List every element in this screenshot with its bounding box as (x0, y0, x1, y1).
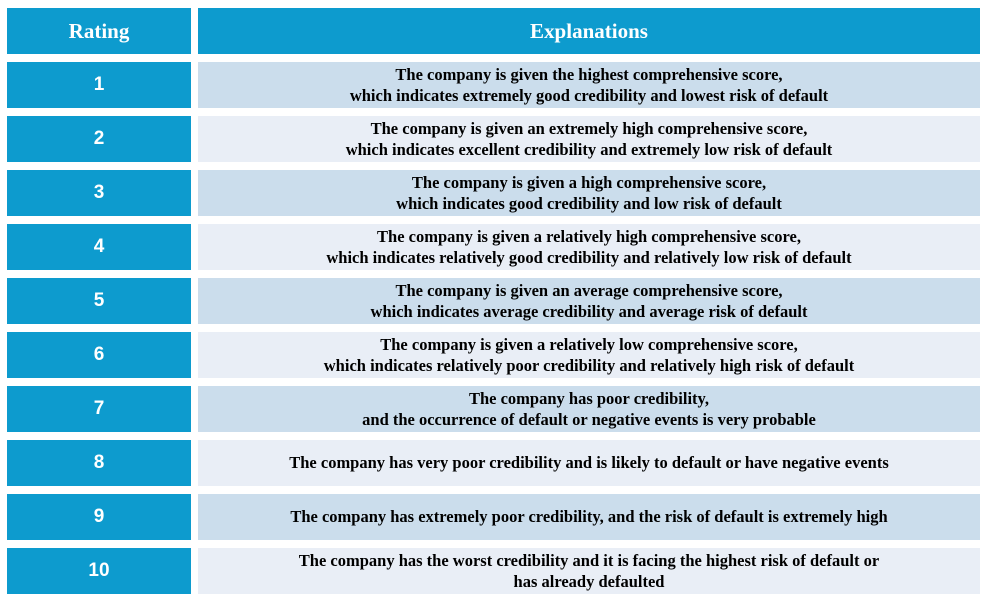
rating-cell: 6 (7, 332, 191, 378)
rating-cell: 3 (7, 170, 191, 216)
explanation-cell: The company is given a relatively low co… (198, 332, 980, 378)
explanation-line: The company is given a high comprehensiv… (411, 172, 767, 192)
table-row: 4 The company is given a relatively high… (7, 224, 980, 270)
rating-cell: 1 (7, 62, 191, 108)
rating-cell: 8 (7, 440, 191, 486)
explanation-line: which indicates excellent credibility an… (345, 140, 833, 159)
explanation-line: The company is given the highest compreh… (395, 64, 783, 84)
rating-cell: 5 (7, 278, 191, 324)
header-rating: Rating (7, 8, 191, 54)
explanation-line: The company has very poor credibility an… (289, 453, 889, 473)
explanation-cell: The company is given an average comprehe… (198, 278, 980, 324)
explanation-line: The company has the worst credibility an… (298, 550, 880, 570)
rating-cell: 2 (7, 116, 191, 162)
explanation-cell: The company is given the highest compreh… (198, 62, 980, 108)
explanation-cell: The company is given a relatively high c… (198, 224, 980, 270)
explanation-line: which indicates good credibility and low… (396, 194, 782, 213)
table-row: 8 The company has very poor credibility … (7, 440, 980, 486)
table-row: 6 The company is given a relatively low … (7, 332, 980, 378)
explanation-line: The company has poor credibility, (468, 388, 710, 408)
explanation-cell: The company has the worst credibility an… (198, 548, 980, 594)
explanation-line: The company is given an extremely high c… (370, 118, 808, 138)
explanation-line: which indicates average credibility and … (370, 302, 808, 321)
explanation-line: The company is given an average comprehe… (395, 280, 783, 300)
explanation-line: and the occurrence of default or negativ… (362, 410, 816, 429)
rating-cell: 7 (7, 386, 191, 432)
rating-cell: 9 (7, 494, 191, 540)
table-row: 3 The company is given a high comprehens… (7, 170, 980, 216)
table-row: 2 The company is given an extremely high… (7, 116, 980, 162)
table-row: 10 The company has the worst credibility… (7, 548, 980, 594)
rating-cell: 4 (7, 224, 191, 270)
explanation-line: which indicates relatively poor credibil… (323, 356, 855, 375)
explanation-line: has already defaulted (513, 572, 665, 591)
explanation-line: The company is given a relatively high c… (377, 226, 801, 246)
table-header: Rating Explanations (7, 8, 980, 54)
table-body: 1 The company is given the highest compr… (7, 62, 980, 594)
table-row: 5 The company is given an average compre… (7, 278, 980, 324)
explanation-cell: The company is given a high comprehensiv… (198, 170, 980, 216)
rating-cell: 10 (7, 548, 191, 594)
explanation-line: which indicates relatively good credibil… (326, 248, 852, 267)
explanation-cell: The company has extremely poor credibili… (198, 494, 980, 540)
table-row: 7 The company has poor credibility, and … (7, 386, 980, 432)
explanation-line: The company is given a relatively low co… (380, 334, 798, 354)
table-row: 1 The company is given the highest compr… (7, 62, 980, 108)
explanation-cell: The company has very poor credibility an… (198, 440, 980, 486)
table-row: 9 The company has extremely poor credibi… (7, 494, 980, 540)
header-row: Rating Explanations (7, 8, 980, 54)
explanation-cell: The company is given an extremely high c… (198, 116, 980, 162)
explanation-line: which indicates extremely good credibili… (349, 86, 829, 105)
explanation-cell: The company has poor credibility, and th… (198, 386, 980, 432)
header-explanations: Explanations (198, 8, 980, 54)
explanation-line: The company has extremely poor credibili… (290, 507, 888, 527)
